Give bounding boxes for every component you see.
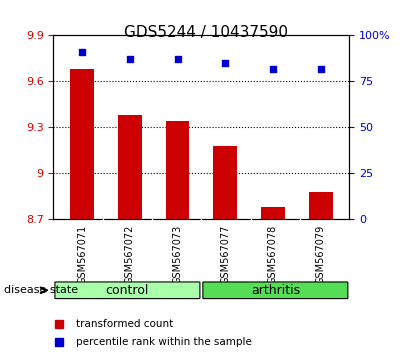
Bar <box>166 121 189 219</box>
Point <box>222 60 229 66</box>
Text: control: control <box>106 284 149 297</box>
Point <box>127 57 133 62</box>
Point <box>317 66 324 72</box>
Point <box>79 49 85 55</box>
Text: disease state: disease state <box>4 285 78 295</box>
Text: arthritis: arthritis <box>251 284 300 297</box>
Text: transformed count: transformed count <box>76 319 173 329</box>
Point <box>270 66 276 72</box>
Bar <box>213 146 237 219</box>
Text: GDS5244 / 10437590: GDS5244 / 10437590 <box>123 25 288 40</box>
FancyBboxPatch shape <box>55 282 200 299</box>
Text: percentile rank within the sample: percentile rank within the sample <box>76 337 252 348</box>
Bar <box>261 207 285 219</box>
Bar <box>70 69 94 219</box>
Bar <box>309 192 332 219</box>
Bar <box>118 115 142 219</box>
FancyBboxPatch shape <box>203 282 348 299</box>
Point <box>174 57 181 62</box>
